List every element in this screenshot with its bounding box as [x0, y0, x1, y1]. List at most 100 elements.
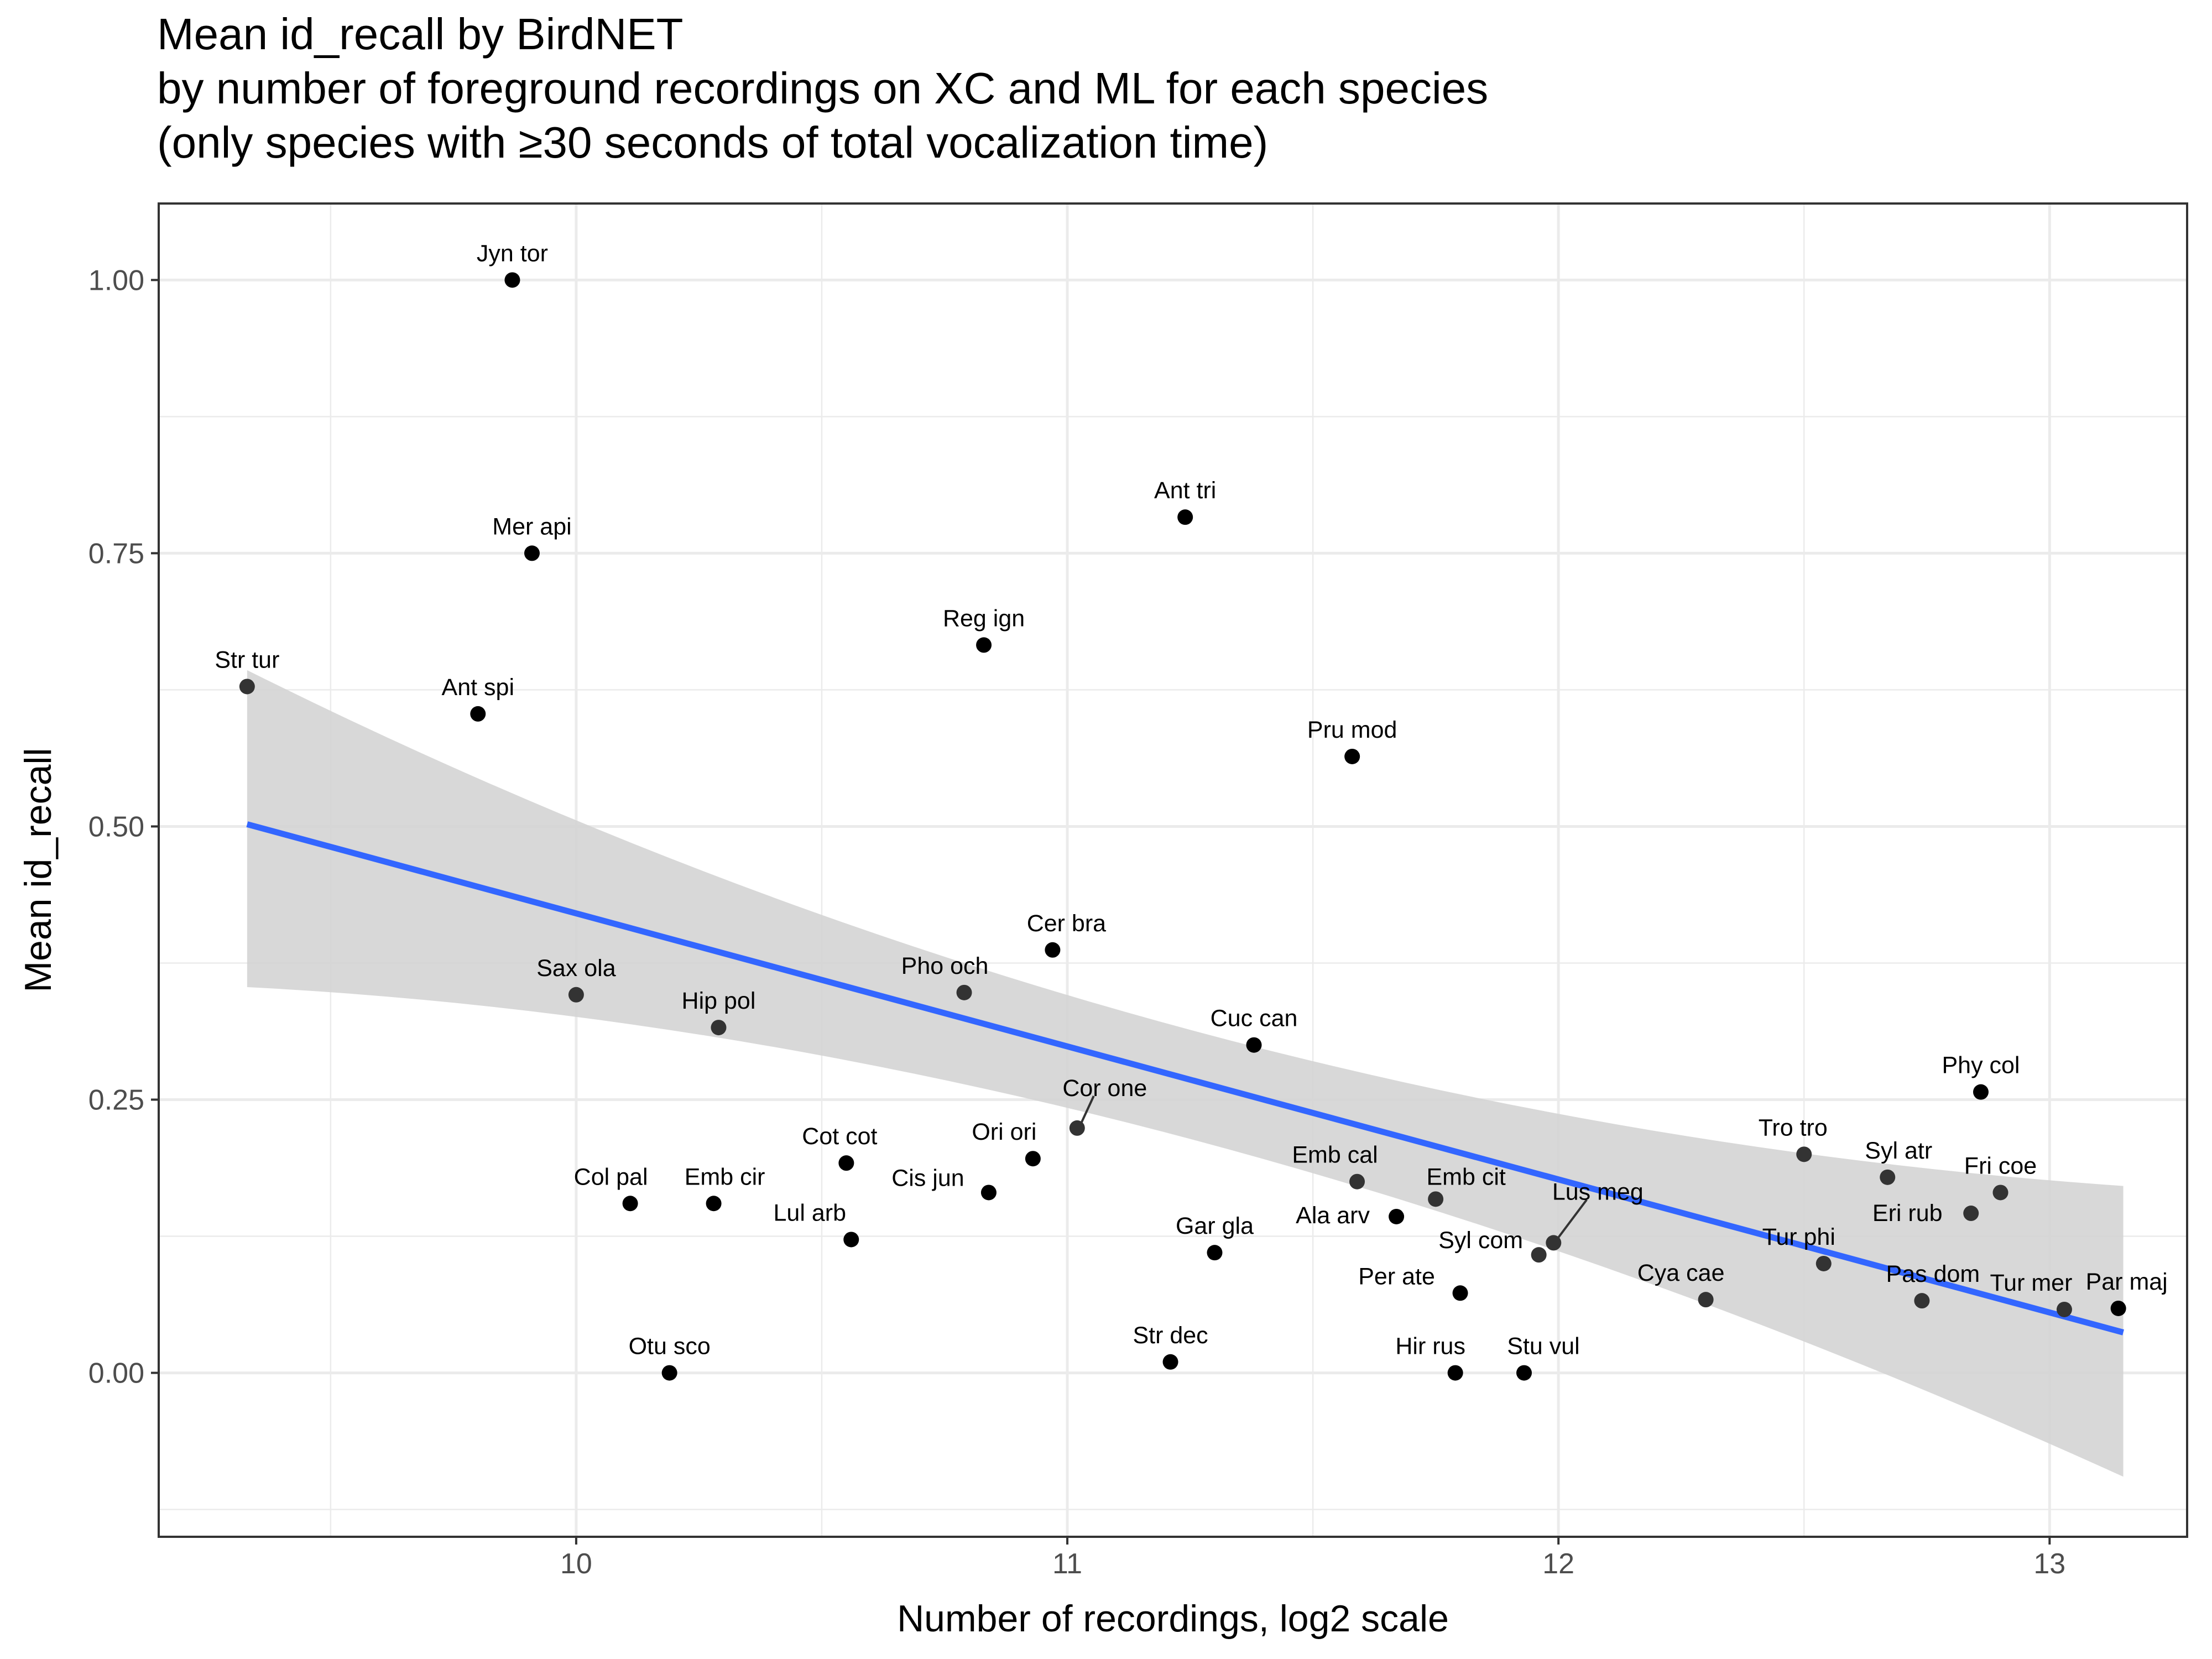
data-point [956, 984, 972, 1000]
point-label: Ala arv [1296, 1202, 1370, 1229]
data-point [1344, 748, 1360, 764]
point-label: Syl com [1438, 1227, 1523, 1254]
confidence-ribbon [247, 670, 2124, 1477]
data-point [622, 1196, 638, 1212]
data-point [1914, 1293, 1930, 1309]
data-point [711, 1020, 727, 1036]
y-tick-label: 0.00 [88, 1358, 144, 1390]
point-label: Str tur [215, 646, 279, 673]
point-label: Lus meg [1552, 1178, 1644, 1205]
data-point [1177, 509, 1193, 525]
point-label: Cer bra [1027, 910, 1106, 937]
confidence-ribbon-layer [247, 670, 2124, 1477]
y-tick-label: 0.25 [88, 1084, 144, 1117]
data-point [1815, 1255, 1832, 1271]
point-label: Cya cae [1637, 1260, 1725, 1286]
x-axis: 10 11 12 13 [560, 1537, 2065, 1580]
data-point [504, 272, 520, 288]
x-tick-label: 12 [1542, 1548, 1574, 1580]
panel-border [158, 202, 2188, 1538]
data-point [239, 679, 255, 695]
point-label: Par maj [2086, 1269, 2168, 1295]
point-label: Cot cot [802, 1123, 877, 1150]
data-point [980, 1185, 997, 1201]
data-point [1452, 1285, 1468, 1301]
data-point [1963, 1206, 1979, 1222]
data-point [1447, 1365, 1463, 1381]
point-label: Pas dom [1886, 1261, 1980, 1287]
point-label: Hip pol [682, 988, 756, 1014]
data-point [1531, 1247, 1547, 1263]
point-label: Stu vul [1507, 1333, 1579, 1360]
point-label: Tro tro [1759, 1114, 1828, 1141]
x-tick-label: 13 [2033, 1548, 2065, 1580]
data-point [2110, 1300, 2126, 1316]
point-label: Pru mod [1307, 717, 1397, 743]
regression-line [246, 821, 2124, 1335]
data-point [2056, 1301, 2072, 1317]
data-point [1698, 1292, 1714, 1308]
data-point [1025, 1151, 1041, 1167]
point-label: Eri rub [1872, 1200, 1943, 1227]
data-point [843, 1232, 859, 1248]
label-leader-line [1079, 1095, 1095, 1125]
chart-subtitle-line-2: (only species with ≥30 seconds of total … [157, 118, 1269, 167]
data-point [1207, 1245, 1223, 1261]
point-label: Fri coe [1964, 1152, 2037, 1179]
data-point [1162, 1354, 1178, 1370]
y-tick-label: 0.75 [88, 538, 144, 570]
point-label: Ant spi [442, 674, 514, 701]
data-point [706, 1196, 722, 1212]
data-point [1796, 1146, 1812, 1162]
point-label: Tur mer [1990, 1270, 2073, 1296]
point-label: Sax ola [536, 955, 616, 982]
point-label: Hir rus [1395, 1333, 1465, 1360]
point-label: Emb cir [685, 1164, 765, 1190]
point-label: Gar gla [1176, 1213, 1254, 1239]
point-label: Str dec [1133, 1322, 1208, 1349]
grid [159, 204, 2187, 1537]
data-point [1992, 1185, 2008, 1201]
y-axis: 0.00 0.25 0.50 0.75 1.00 [88, 264, 159, 1390]
data-point [1349, 1173, 1365, 1190]
point-label: Mer api [492, 513, 571, 540]
point-label: Syl atr [1865, 1138, 1932, 1164]
x-tick-label: 11 [1052, 1548, 1082, 1580]
data-point [1428, 1191, 1444, 1207]
point-label: Lul arb [774, 1199, 846, 1226]
data-point [524, 545, 540, 561]
chart-title: Mean id_recall by BirdNET [157, 9, 684, 59]
label-leader-line [1556, 1199, 1588, 1240]
data-point [1516, 1365, 1532, 1381]
point-label: Otu sco [629, 1333, 711, 1360]
point-label: Reg ign [943, 605, 1025, 632]
point-label: Emb cit [1426, 1164, 1505, 1190]
fit-line-layer [246, 821, 2124, 1335]
data-point [661, 1365, 677, 1381]
chart-subtitle-line-1: by number of foreground recordings on XC… [157, 64, 1489, 113]
data-point [838, 1155, 854, 1171]
point-label: Cor one [1062, 1075, 1147, 1102]
data-point [1973, 1084, 1989, 1100]
point-label: Col pal [574, 1164, 648, 1190]
data-point [1246, 1037, 1262, 1053]
point-label: Cis jun [891, 1165, 964, 1191]
data-point [1389, 1208, 1405, 1224]
point-label: Jyn tor [477, 240, 548, 267]
points-layer [239, 272, 2126, 1381]
point-label: Phy col [1942, 1052, 2020, 1079]
y-axis-title: Mean id_recall [17, 748, 59, 992]
point-label: Ant tri [1154, 477, 1216, 504]
point-label: Pho och [901, 953, 989, 979]
point-label: Tur phi [1762, 1224, 1835, 1250]
data-point [1045, 942, 1061, 958]
data-point [976, 637, 992, 653]
point-label: Emb cal [1292, 1142, 1378, 1168]
data-point [1880, 1169, 1896, 1185]
point-labels-layer: Str tur Ant spi Jyn tor Mer api Sax ola Col p… [215, 240, 2167, 1359]
y-tick-label: 0.50 [88, 811, 144, 843]
point-label: Ori ori [972, 1119, 1036, 1145]
y-tick-label: 1.00 [88, 264, 144, 296]
point-label: Per ate [1358, 1263, 1435, 1290]
